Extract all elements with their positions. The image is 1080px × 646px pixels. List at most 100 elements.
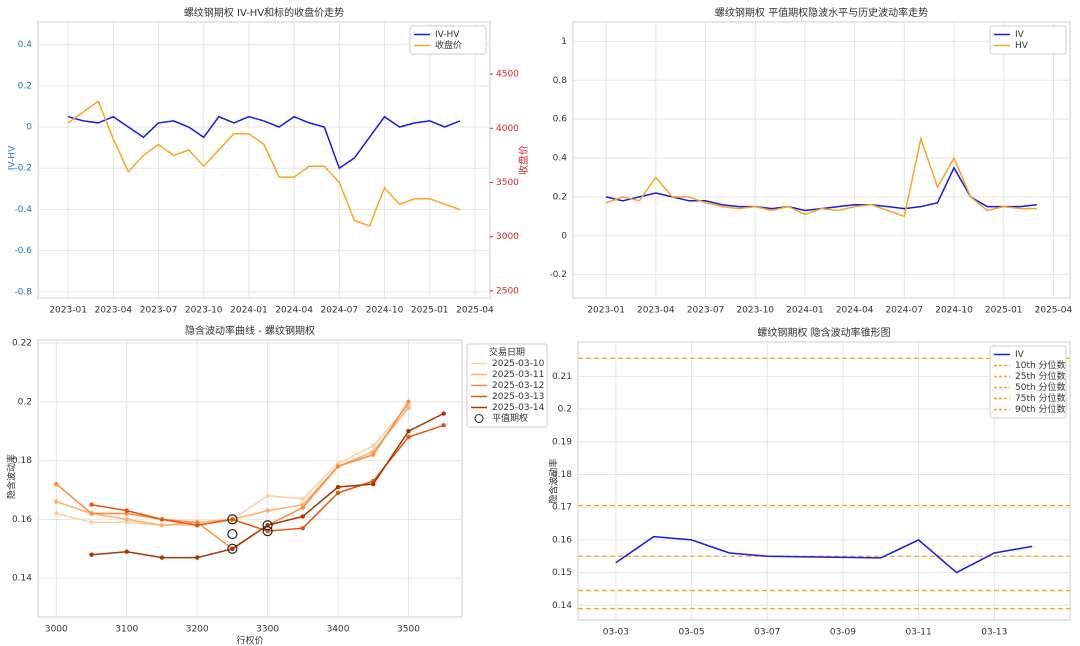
y-tick-label: 0.6 bbox=[553, 115, 568, 125]
y-tick-label: 0.21 bbox=[552, 372, 572, 382]
atm-marker bbox=[262, 526, 273, 537]
y-tick-label: 0.2 bbox=[553, 192, 567, 202]
y-axis-label: 隐含波动率 bbox=[6, 454, 18, 499]
series-marker bbox=[230, 546, 235, 551]
x-tick-label: 3000 bbox=[45, 625, 68, 635]
chart-title: 螺纹钢期权 IV-HV和标的收盘价走势 bbox=[184, 6, 344, 19]
legend-label: 2025-03-11 bbox=[492, 370, 544, 380]
y-tick-label: -0.2 bbox=[14, 164, 32, 174]
legend-box bbox=[409, 25, 487, 55]
legend-title: 交易日期 bbox=[489, 346, 525, 358]
y-tick-label: 0.22 bbox=[12, 338, 32, 348]
atm-marker bbox=[227, 514, 238, 525]
y2-tick-label: 4500 bbox=[496, 70, 519, 80]
x-tick-label: 2025-04 bbox=[1035, 306, 1073, 316]
x-tick-label: 3500 bbox=[397, 625, 420, 635]
x-tick-label: 3100 bbox=[115, 625, 138, 635]
x-tick-label: 2024-01 bbox=[230, 306, 268, 316]
x-tick-label: 2024-04 bbox=[275, 306, 313, 316]
legend-label: 收盘价 bbox=[435, 39, 462, 51]
legend-label: 2025-03-10 bbox=[492, 359, 545, 369]
plot-frame bbox=[37, 21, 491, 299]
series-marker bbox=[159, 555, 165, 560]
series-marker bbox=[230, 517, 235, 522]
series-marker bbox=[371, 452, 376, 457]
series-marker bbox=[54, 511, 59, 516]
series-marker bbox=[406, 434, 411, 440]
legend-label: 2025-03-13 bbox=[492, 392, 544, 402]
chart-panel: 螺纹钢期权 隐含波动率锥形图 0.14 0.15 0.16 0.17 0.18 0.19 0.… bbox=[548, 326, 1071, 638]
x-tick-label: 3200 bbox=[186, 625, 209, 635]
atm-marker bbox=[227, 528, 238, 540]
legend-label: 90th 分位数 bbox=[1015, 403, 1066, 415]
series-marker bbox=[300, 496, 306, 501]
x-tick-label: 2024-10 bbox=[366, 306, 404, 316]
x-tick-label: 2024-10 bbox=[935, 306, 973, 316]
y-tick-label: 0.14 bbox=[12, 574, 32, 584]
y-tick-label: 0.2 bbox=[558, 405, 572, 415]
plot-frame bbox=[577, 341, 1071, 621]
x-tick-label: 2024-01 bbox=[786, 306, 824, 316]
series-marker bbox=[124, 549, 129, 554]
x-tick-label: 2023-10 bbox=[736, 306, 774, 316]
series-marker bbox=[159, 517, 165, 522]
x-tick-label: 2023-04 bbox=[637, 306, 675, 316]
x-tick-label: 03-03 bbox=[603, 628, 629, 638]
y-tick-label: -0.8 bbox=[14, 287, 32, 297]
legend-box bbox=[466, 343, 548, 428]
y-tick-label: 0.2 bbox=[18, 397, 32, 407]
plot-frame bbox=[37, 339, 463, 618]
y2-tick-label: 3500 bbox=[496, 178, 519, 188]
series-marker bbox=[265, 493, 270, 499]
x-axis-label: 行权价 bbox=[236, 635, 263, 646]
y-tick-label: 0.16 bbox=[552, 535, 572, 545]
x-tick-label: 2023-04 bbox=[95, 306, 133, 316]
x-tick-label: 2023-07 bbox=[140, 306, 178, 316]
x-tick-label: 2024-04 bbox=[836, 306, 874, 316]
series-marker bbox=[441, 423, 446, 428]
legend-label: 2025-03-14 bbox=[492, 403, 545, 413]
plot-frame bbox=[572, 21, 1071, 299]
series-marker bbox=[89, 520, 94, 525]
chart-panel: 螺纹钢期权 IV-HV和标的收盘价走势 -0.8 -0.6 -0.4 -0.2 0 0.2 0… bbox=[8, 6, 531, 316]
y-tick-label: 0.8 bbox=[553, 76, 568, 86]
x-tick-label: 03-07 bbox=[754, 628, 780, 638]
series-marker bbox=[89, 502, 94, 507]
series-marker bbox=[406, 399, 411, 404]
y-tick-label: 0.18 bbox=[12, 456, 32, 466]
series-marker bbox=[89, 511, 94, 516]
legend-box bbox=[989, 25, 1067, 55]
y-tick-label: 0.15 bbox=[552, 568, 572, 578]
series-marker bbox=[54, 481, 59, 487]
legend-label: IV bbox=[1015, 30, 1025, 40]
x-tick-label: 03-11 bbox=[906, 628, 932, 638]
series-marker bbox=[265, 508, 270, 513]
y-tick-label: 0.2 bbox=[18, 81, 32, 91]
y-tick-label: 0.18 bbox=[552, 470, 572, 480]
series-marker bbox=[300, 514, 306, 519]
chart-title: 螺纹钢期权 隐含波动率锥形图 bbox=[757, 326, 890, 339]
x-tick-label: 03-09 bbox=[830, 628, 856, 638]
chart-panel: 隐含波动率曲线 - 螺纹钢期权 0.14 0.16 0.18 0.2 0.22 3000 31… bbox=[6, 324, 548, 646]
series-marker bbox=[194, 523, 200, 528]
chart-panel: 螺纹钢期权 平值期权隐波水平与历史波动率走势 -0.2 0 0.2 0.4 0.6 0.8 1… bbox=[549, 6, 1072, 316]
chart-title: 隐含波动率曲线 - 螺纹钢期权 bbox=[185, 324, 315, 337]
atm-marker bbox=[227, 543, 238, 554]
x-tick-label: 2023-10 bbox=[185, 306, 223, 316]
y-tick-label: 0 bbox=[561, 231, 567, 241]
series-marker bbox=[406, 428, 411, 434]
legend-label: 50th 分位数 bbox=[1015, 381, 1066, 393]
y2-tick-label: 4000 bbox=[496, 124, 519, 134]
y-tick-label: 0.4 bbox=[18, 40, 33, 50]
x-tick-label: 2023-01 bbox=[587, 306, 625, 316]
series-marker bbox=[441, 411, 446, 416]
x-tick-label: 2025-01 bbox=[985, 306, 1023, 316]
series-marker bbox=[89, 552, 94, 557]
y2-tick-label: 2500 bbox=[496, 286, 519, 296]
x-tick-label: 2023-01 bbox=[49, 306, 87, 316]
series-marker bbox=[335, 484, 341, 490]
series-marker bbox=[371, 481, 376, 487]
series-marker bbox=[159, 523, 165, 528]
x-tick-label: 03-13 bbox=[981, 628, 1007, 638]
